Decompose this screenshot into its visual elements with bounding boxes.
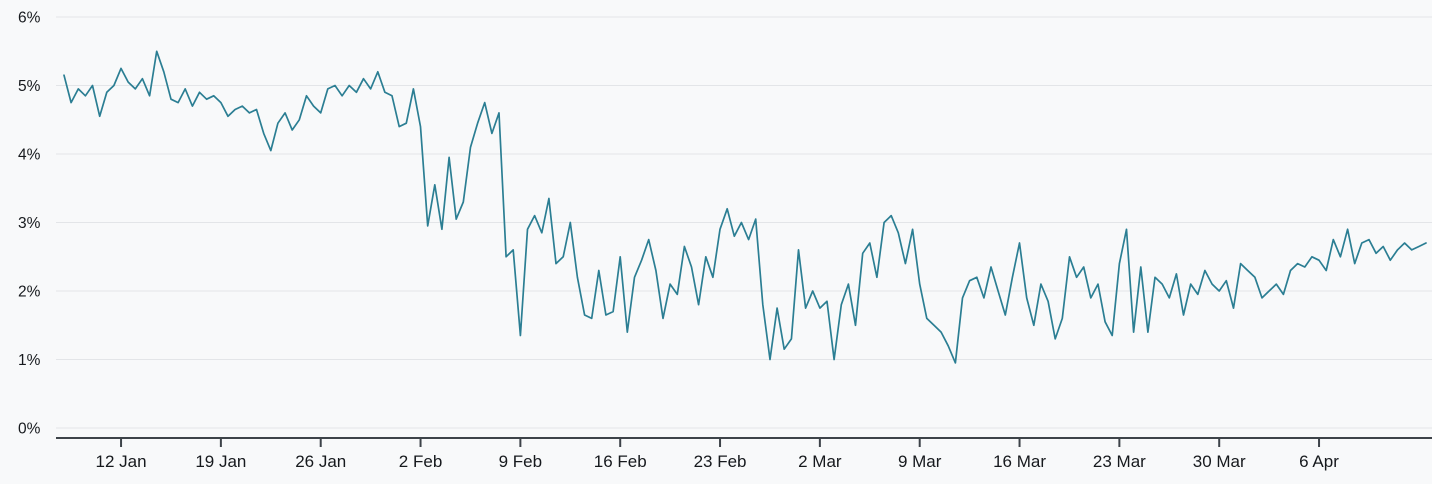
x-axis-label: 16 Mar	[993, 452, 1046, 471]
x-axis-label: 6 Apr	[1299, 452, 1339, 471]
x-axis-label: 23 Mar	[1093, 452, 1146, 471]
y-axis-label: 5%	[18, 78, 41, 95]
x-axis-label: 2 Feb	[399, 452, 442, 471]
y-axis-label: 4%	[18, 147, 41, 164]
y-axis-label: 2%	[18, 284, 41, 301]
y-axis-label: 3%	[18, 215, 41, 232]
x-axis-label: 26 Jan	[295, 452, 346, 471]
x-axis-label: 2 Mar	[798, 452, 842, 471]
data-line	[63, 50, 1427, 364]
y-axis-label: 1%	[18, 352, 41, 369]
x-axis-label: 12 Jan	[96, 452, 147, 471]
x-axis-label: 19 Jan	[195, 452, 246, 471]
y-axis-label: 0%	[18, 421, 41, 438]
x-axis-label: 16 Feb	[594, 452, 647, 471]
x-axis-label: 9 Mar	[898, 452, 942, 471]
x-axis-label: 23 Feb	[694, 452, 747, 471]
x-axis-label: 30 Mar	[1193, 452, 1246, 471]
x-axis-label: 9 Feb	[499, 452, 542, 471]
y-axis-label: 6%	[18, 10, 41, 27]
